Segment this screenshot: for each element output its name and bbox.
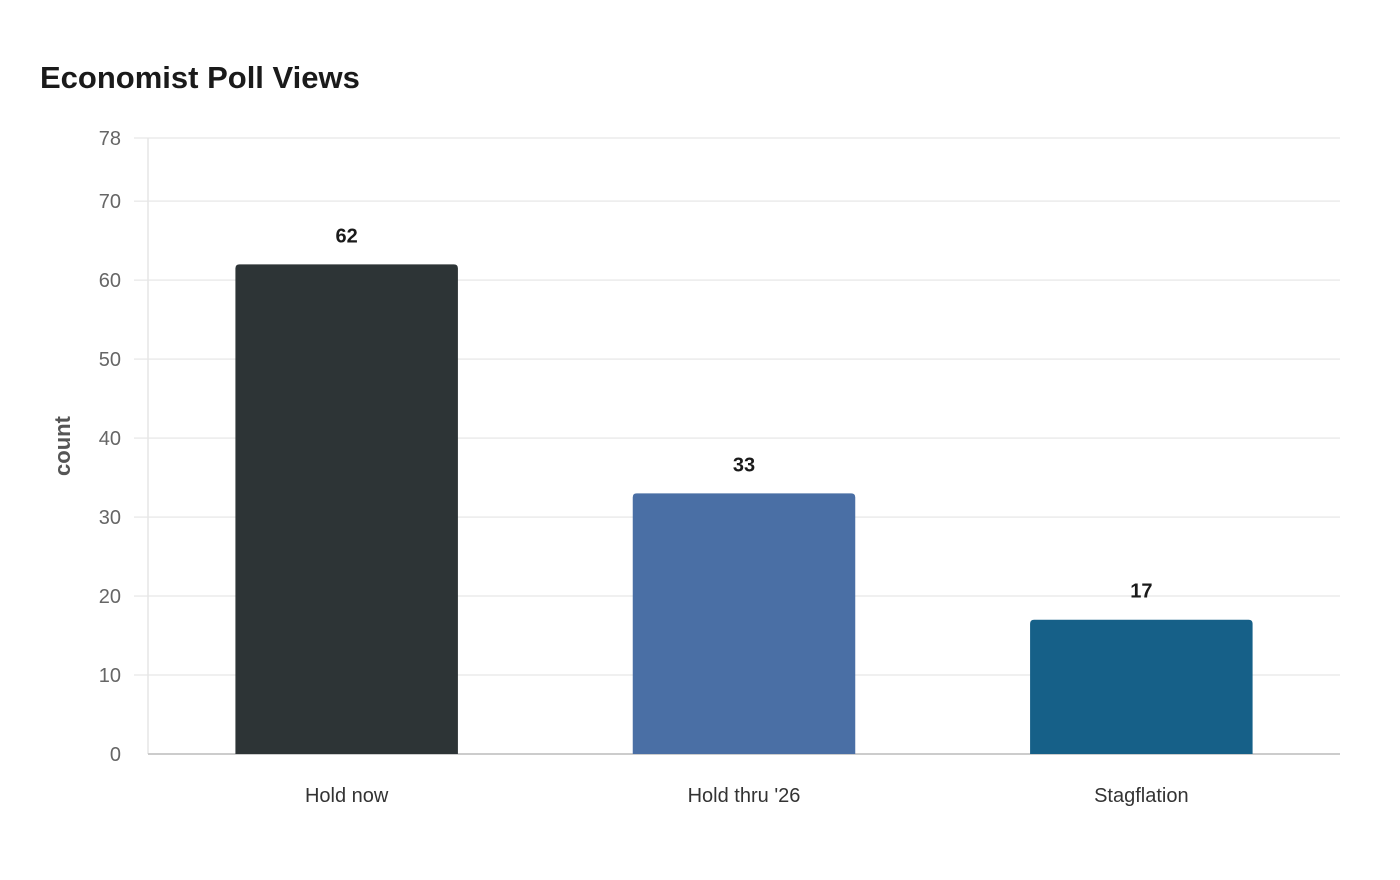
y-tick-labels: 0 10 20 30 40 50 60 70 78 [99, 128, 121, 766]
bar-hold-thru-26 [632, 493, 856, 754]
y-tick-label: 78 [99, 128, 121, 150]
y-tick-label: 70 [99, 191, 121, 213]
x-tick-label: Hold now [305, 785, 389, 807]
y-tick-label: 20 [99, 586, 121, 608]
bars [235, 264, 1253, 754]
y-tick-label: 30 [99, 507, 121, 529]
y-tick-label: 0 [110, 744, 121, 766]
value-labels: 62 33 17 [336, 225, 1153, 602]
y-axis-title: count [50, 415, 75, 476]
value-label: 62 [336, 225, 358, 247]
bar-hold-now [235, 264, 458, 754]
y-tick-label: 60 [99, 270, 121, 292]
y-tick-label: 50 [99, 349, 121, 371]
y-tick-label: 10 [99, 665, 121, 687]
bar-stagflation [1030, 619, 1253, 754]
value-label: 33 [733, 454, 755, 476]
x-tick-label: Stagflation [1094, 785, 1189, 807]
y-tick-label: 40 [99, 428, 121, 450]
x-tick-label: Hold thru '26 [688, 785, 801, 807]
value-label: 17 [1130, 581, 1152, 603]
chart-title: Economist Poll Views [40, 60, 360, 95]
x-tick-labels: Hold now Hold thru '26 Stagflation [305, 785, 1189, 807]
